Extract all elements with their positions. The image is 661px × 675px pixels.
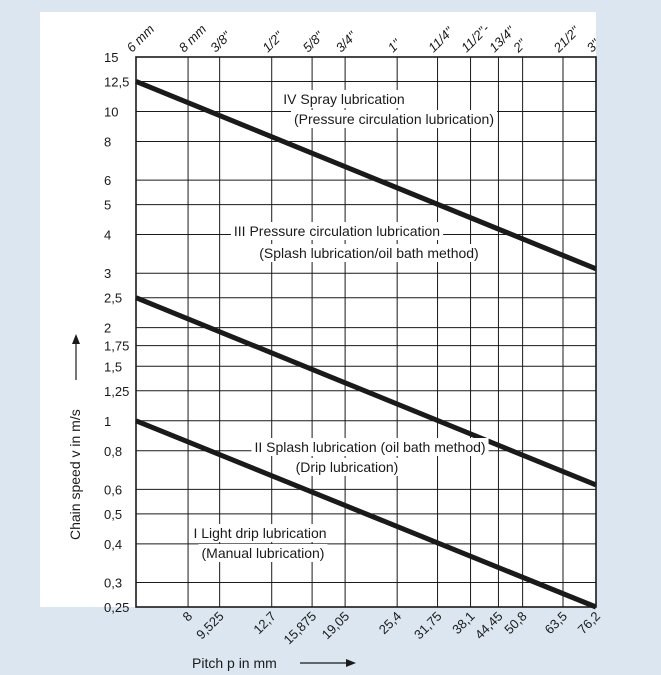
region-label: III Pressure circulation lubrication (Spl… <box>230 222 482 262</box>
y-tick-label: 10 <box>104 104 118 119</box>
y-axis-label: Chain speed v in m/s <box>67 409 83 540</box>
y-tick-label: 1,5 <box>104 359 122 374</box>
y-tick-label: 1,75 <box>104 339 129 354</box>
region-label-backdrop <box>230 222 444 240</box>
region-labels: IV Spray lubrication (Pressure circulatio… <box>190 90 497 562</box>
region-label: I Light drip lubrication (Manual lubricat… <box>190 524 330 562</box>
region-label-line1: III Pressure circulation lubrication <box>234 223 440 239</box>
y-tick-label: 5 <box>104 198 111 213</box>
x-axis-arrow <box>300 659 356 667</box>
series-lines <box>135 79 597 610</box>
region-label-line2: (Drip lubrication) <box>296 459 399 475</box>
y-tick-label: 0,8 <box>104 444 122 459</box>
region-label-line2: (Splash lubrication/oil bath method) <box>259 245 478 261</box>
region-label-line2: (Manual lubrication) <box>202 545 325 561</box>
region-label: II Splash lubrication (oil bath method) (… <box>251 438 489 476</box>
y-ticks: 0,25 0,3 0,4 0,5 0,6 0,8 1 1,25 1,5 1,75 2 2,5 3 4 5 6 8… <box>104 50 129 615</box>
y-tick-label: 0,5 <box>104 507 122 522</box>
region-label-backdrop <box>251 438 489 456</box>
y-tick-label: 1,25 <box>104 384 129 399</box>
y-tick-label: 0,3 <box>104 576 122 591</box>
y-tick-label: 6 <box>104 173 111 188</box>
y-tick-label: 1 <box>104 414 111 429</box>
boundary-line <box>135 418 597 610</box>
region-label-line1: II Splash lubrication (oil bath method) <box>254 439 485 455</box>
boundary-line <box>135 79 597 272</box>
region-label-line1: IV Spray lubrication <box>283 91 404 107</box>
region-label-backdrop <box>292 458 402 476</box>
region-label-line2: (Pressure circulation lubrication) <box>294 111 494 127</box>
y-tick-label: 0,4 <box>104 537 122 552</box>
region-label-line1: I Light drip lubrication <box>193 525 326 541</box>
y-tick-label: 3 <box>104 266 111 281</box>
x-axis-label: Pitch p in mm <box>192 655 277 671</box>
y-tick-label: 8 <box>104 134 111 149</box>
region-label-backdrop <box>256 244 482 262</box>
y-axis-arrow <box>72 334 80 380</box>
region-label-backdrop <box>198 544 328 562</box>
y-tick-label: 4 <box>104 228 111 243</box>
region-label: IV Spray lubrication (Pressure circulatio… <box>280 90 497 128</box>
plot-frame <box>135 56 597 608</box>
boundary-line <box>135 295 597 488</box>
y-tick-label: 15 <box>104 50 118 65</box>
y-tick-label: 0,25 <box>104 600 129 615</box>
region-label-backdrop <box>280 90 408 108</box>
y-tick-label: 2,5 <box>104 291 122 306</box>
region-label-backdrop <box>291 110 497 128</box>
region-label-backdrop <box>190 524 330 542</box>
y-tick-label: 2 <box>104 321 111 336</box>
y-tick-label: 12,5 <box>104 74 129 89</box>
y-tick-label: 0,6 <box>104 482 122 497</box>
